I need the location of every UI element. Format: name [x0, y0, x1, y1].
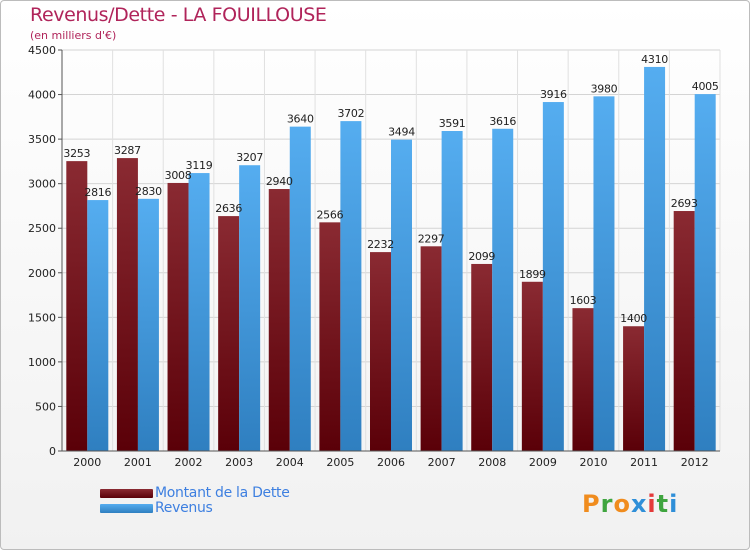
bar-dette: [66, 161, 88, 451]
data-label: 3616: [489, 115, 516, 128]
bar-revenus: [137, 198, 159, 451]
bar-dette: [673, 211, 695, 451]
logo-letter: r: [600, 490, 614, 518]
axis-layer: 0 500 1000 1500 2000 2500 3000 3500 4000 4500 2000…: [28, 44, 720, 469]
bar-revenus: [289, 126, 311, 451]
logo-letter: i: [647, 490, 657, 518]
bar-revenus: [239, 165, 261, 451]
y-tick-label: 1000: [28, 356, 56, 369]
legend-label-debt: Montant de la Dette: [155, 485, 290, 501]
y-tick-label: 4500: [28, 44, 56, 57]
x-tick-label: 2009: [529, 456, 557, 469]
bar-dette: [319, 222, 341, 451]
legend-swatch-revenus: [100, 504, 153, 513]
data-label: 3640: [287, 113, 314, 126]
data-label: 3119: [186, 159, 213, 172]
data-label: 2830: [135, 185, 162, 198]
data-label: 1400: [620, 312, 647, 325]
logo-letter: x: [630, 490, 648, 518]
logo-letter: t: [656, 490, 670, 518]
data-label: 3494: [388, 126, 415, 139]
data-label: 2566: [316, 208, 343, 221]
data-label: 2636: [215, 202, 242, 215]
bar-dette: [420, 246, 442, 451]
chart-subtitle: (en milliers d'€): [30, 29, 117, 42]
bar-dette: [268, 189, 290, 451]
bar-revenus: [492, 128, 514, 451]
data-label: 2940: [266, 175, 293, 188]
bar-dette: [572, 308, 594, 451]
bar-dette: [116, 158, 138, 451]
data-label: 3702: [337, 107, 364, 120]
bar-dette: [167, 182, 189, 451]
x-tick-label: 2001: [124, 456, 152, 469]
data-label: 2297: [418, 232, 445, 245]
data-label: 3253: [63, 147, 90, 160]
data-label: 2232: [367, 238, 394, 251]
data-label: 1899: [519, 268, 546, 281]
y-tick-label: 3000: [28, 178, 56, 191]
proxiti-logo: Proxiti: [582, 490, 678, 518]
legend-label-revenus: Revenus: [155, 500, 213, 516]
data-label: 3008: [165, 169, 192, 182]
y-tick-label: 2000: [28, 267, 56, 280]
x-tick-label: 2004: [276, 456, 304, 469]
logo-letter: P: [582, 490, 601, 518]
logo-letter: o: [613, 490, 631, 518]
x-tick-label: 2008: [478, 456, 506, 469]
data-label: 4310: [641, 53, 668, 66]
x-tick-label: 2005: [326, 456, 354, 469]
y-tick-label: 4000: [28, 89, 56, 102]
x-tick-label: 2007: [428, 456, 456, 469]
x-tick-label: 2012: [681, 456, 709, 469]
legend-swatch-debt: [100, 489, 153, 498]
data-label: 3980: [591, 82, 618, 95]
data-label: 3916: [540, 88, 567, 101]
bar-revenus: [694, 94, 716, 452]
y-tick-label: 0: [49, 445, 56, 458]
data-label: 3207: [236, 151, 263, 164]
data-label: 3591: [439, 117, 466, 130]
bars-layer: [66, 66, 716, 452]
bar-revenus: [188, 173, 210, 451]
bar-revenus: [340, 121, 362, 452]
bar-dette: [218, 216, 240, 451]
data-label: 2099: [468, 250, 495, 263]
x-tick-label: 2000: [73, 456, 101, 469]
bar-dette: [521, 281, 543, 451]
bar-revenus: [644, 66, 666, 451]
data-label: 3287: [114, 144, 141, 157]
data-label: 1603: [570, 294, 597, 307]
bar-revenus: [441, 131, 463, 451]
y-tick-label: 1500: [28, 311, 56, 324]
x-tick-label: 2010: [579, 456, 607, 469]
y-tick-label: 3500: [28, 133, 56, 146]
logo-letter: i: [669, 490, 679, 518]
bar-revenus: [87, 200, 109, 451]
x-tick-label: 2011: [630, 456, 658, 469]
bar-revenus: [391, 139, 412, 451]
x-tick-label: 2006: [377, 456, 405, 469]
bar-dette: [370, 252, 391, 451]
data-label: 2693: [671, 197, 698, 210]
data-label: 2816: [84, 186, 111, 199]
y-tick-label: 2500: [28, 222, 56, 235]
y-tick-label: 500: [35, 400, 56, 413]
x-tick-label: 2002: [175, 456, 203, 469]
data-label: 4005: [692, 80, 719, 93]
x-tick-label: 2003: [225, 456, 253, 469]
bar-dette: [471, 263, 493, 451]
chart-title: Revenus/Dette - LA FOUILLOUSE: [30, 4, 327, 26]
bar-revenus: [593, 96, 615, 452]
bar-dette: [623, 326, 645, 451]
bar-revenus: [542, 102, 564, 451]
